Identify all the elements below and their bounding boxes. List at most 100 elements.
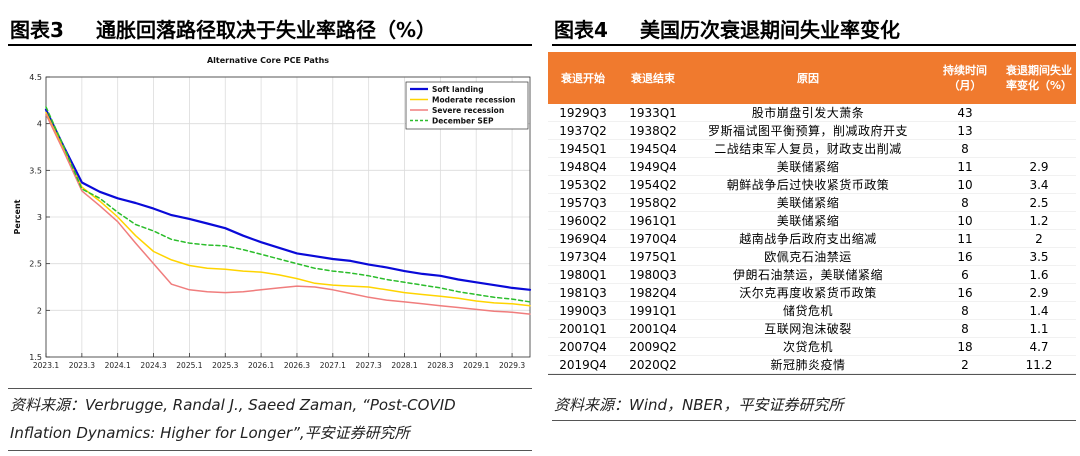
cell-reason: 二战结束军人复员，财政支出削减 (714, 142, 902, 156)
cell-unemployment-change: 2.5 (1029, 195, 1049, 210)
left-heading: 图表3 通胀回落路径取决于失业率路径（%） (10, 10, 436, 46)
cell-end: 1938Q2 (629, 123, 677, 138)
y-axis-label: Percent (13, 199, 22, 234)
table-header-row: 衰退开始 衰退结束 原因 持续时间（月） 衰退期间失业率变化（%） (548, 52, 1076, 104)
cell-duration: 11 (957, 231, 973, 246)
cell-unemployment-change: 4.7 (1029, 339, 1049, 354)
cell-unemployment-change: 2.9 (1029, 159, 1049, 174)
source-divider (8, 388, 532, 389)
figure-number: 图表4 (554, 17, 608, 42)
cell-end: 1949Q4 (629, 159, 677, 174)
pce-chart-svg: 1.5 2 2.5 3 3.5 4 4.5 2023.1 2023.3 2024.1 2024.3 2… (13, 56, 532, 370)
cell-duration: 8 (961, 195, 969, 210)
x-tick-label: 2028.3 (427, 361, 453, 370)
cell-start: 2001Q1 (559, 321, 607, 336)
x-tick-label: 2025.3 (212, 361, 238, 370)
cell-unemployment-change (1002, 140, 1076, 158)
table-row: 2007Q4 2009Q2 次贷危机 18 4.7 (548, 338, 1076, 356)
cell-duration: 16 (957, 285, 973, 300)
cell-start: 2007Q4 (559, 339, 607, 354)
cell-end: 2009Q2 (629, 339, 677, 354)
header-reason: 原因 (688, 52, 928, 104)
cell-start: 1957Q3 (559, 195, 607, 210)
figure-title: 美国历次衰退期间失业率变化 (640, 17, 900, 42)
cell-start: 1948Q4 (559, 159, 607, 174)
cell-start: 1929Q3 (559, 105, 607, 120)
cell-unemployment-change (1002, 122, 1076, 140)
cell-unemployment-change (1002, 104, 1076, 122)
cell-end: 1945Q4 (629, 141, 677, 156)
x-tick-label: 2024.3 (140, 361, 166, 370)
legend-label: Soft landing (432, 85, 484, 94)
cell-unemployment-change: 2.9 (1029, 285, 1049, 300)
x-tick-label: 2028.1 (391, 361, 417, 370)
source-line-1: 资料来源：Verbrugge, Randal J., Saeed Zaman, … (10, 396, 456, 414)
series-line-soft-landing (44, 108, 532, 291)
cell-reason: 次贷危机 (782, 340, 833, 354)
header-start: 衰退开始 (548, 52, 618, 104)
source-bottom-divider (8, 450, 532, 451)
cell-start: 1960Q2 (559, 213, 607, 228)
cell-start: 1937Q2 (559, 123, 607, 138)
cell-unemployment-change: 1.1 (1029, 321, 1049, 336)
cell-unemployment-change: 1.6 (1029, 267, 1049, 282)
left-panel: 图表3 通胀回落路径取决于失业率路径（%） 1.5 2 2.5 3 3.5 4 4.5 202… (0, 0, 536, 456)
series-line-moderate-recession (45, 111, 531, 307)
cell-start: 1990Q3 (559, 303, 607, 318)
cell-reason: 新冠肺炎疫情 (770, 358, 846, 372)
table-row: 1981Q3 1982Q4 沃尔克再度收紧货币政策 16 2.9 (548, 284, 1076, 302)
cell-unemployment-change: 2 (1035, 231, 1043, 246)
table-row: 1937Q2 1938Q2 罗斯福试图平衡预算，削减政府开支 13 (548, 122, 1076, 140)
cell-start: 1980Q1 (559, 267, 607, 282)
y-tick-label: 4.5 (29, 73, 42, 82)
cell-start: 1981Q3 (559, 285, 607, 300)
x-tick-label: 2023.3 (69, 361, 95, 370)
cell-end: 1970Q4 (629, 231, 677, 246)
legend-label: December SEP (432, 117, 494, 126)
y-tick-label: 1.5 (29, 353, 42, 362)
cell-duration: 8 (961, 303, 969, 318)
table-body: 1929Q3 1933Q1 股市崩盘引发大萧条 43 1937Q2 1938Q2 罗斯福试图… (548, 104, 1076, 374)
cell-unemployment-change: 11.2 (1025, 357, 1053, 372)
cell-start: 1969Q4 (559, 231, 607, 246)
source-line-2: Inflation Dynamics: Higher for Longer”,平… (10, 424, 410, 442)
cell-start: 2019Q4 (559, 357, 607, 372)
cell-unemployment-change: 3.5 (1029, 249, 1049, 264)
cell-end: 1975Q1 (629, 249, 677, 264)
cell-reason: 伊朗石油禁运，美联储紧缩 (732, 268, 883, 282)
source-line: 资料来源：Wind，NBER，平安证券研究所 (554, 396, 844, 414)
table-row: 1953Q2 1954Q2 朝鲜战争后过快收紧货币政策 10 3.4 (548, 176, 1076, 194)
series-line-december-sep (45, 106, 531, 303)
table-row: 1973Q4 1975Q1 欧佩克石油禁运 16 3.5 (548, 248, 1076, 266)
table-row: 2019Q4 2020Q2 新冠肺炎疫情 2 11.2 (548, 356, 1076, 374)
cell-reason: 罗斯福试图平衡预算，削减政府开支 (707, 124, 908, 138)
right-heading: 图表4 美国历次衰退期间失业率变化 (554, 10, 900, 46)
cell-duration: 16 (957, 249, 973, 264)
x-tick-label: 2024.1 (105, 361, 131, 370)
legend-label: Severe recession (432, 106, 504, 115)
table-bottom-rule (548, 374, 1076, 375)
y-tick-label: 4 (37, 120, 42, 129)
cell-duration: 10 (957, 177, 973, 192)
x-tick-label: 2027.3 (356, 361, 382, 370)
y-tick-label: 2.5 (29, 260, 42, 269)
cell-duration: 8 (961, 321, 969, 336)
cell-end: 1982Q4 (629, 285, 677, 300)
x-tick-label: 2027.1 (320, 361, 346, 370)
cell-unemployment-change: 3.4 (1029, 177, 1049, 192)
table-row: 1945Q1 1945Q4 二战结束军人复员，财政支出削减 8 (548, 140, 1076, 158)
cell-reason: 朝鲜战争后过快收紧货币政策 (726, 178, 890, 192)
table-row: 1948Q4 1949Q4 美联储紧缩 11 2.9 (548, 158, 1076, 176)
x-tick-label: 2029.1 (463, 361, 489, 370)
table-row: 1960Q2 1961Q1 美联储紧缩 10 1.2 (548, 212, 1076, 230)
cell-end: 1958Q2 (629, 195, 677, 210)
cell-duration: 10 (957, 213, 973, 228)
cell-start: 1945Q1 (559, 141, 607, 156)
right-panel: 图表4 美国历次衰退期间失业率变化 衰退开始 衰退结束 原因 持续时间（月） 衰… (544, 0, 1080, 456)
cell-reason: 美联储紧缩 (776, 214, 840, 228)
pce-chart: 1.5 2 2.5 3 3.5 4 4.5 2023.1 2023.3 2024.1 2024.3 2… (6, 52, 536, 382)
x-tick-label: 2026.1 (248, 361, 274, 370)
cell-start: 1973Q4 (559, 249, 607, 264)
table-row: 1957Q3 1958Q2 美联储紧缩 8 2.5 (548, 194, 1076, 212)
cell-reason: 沃尔克再度收紧货币政策 (739, 286, 877, 300)
